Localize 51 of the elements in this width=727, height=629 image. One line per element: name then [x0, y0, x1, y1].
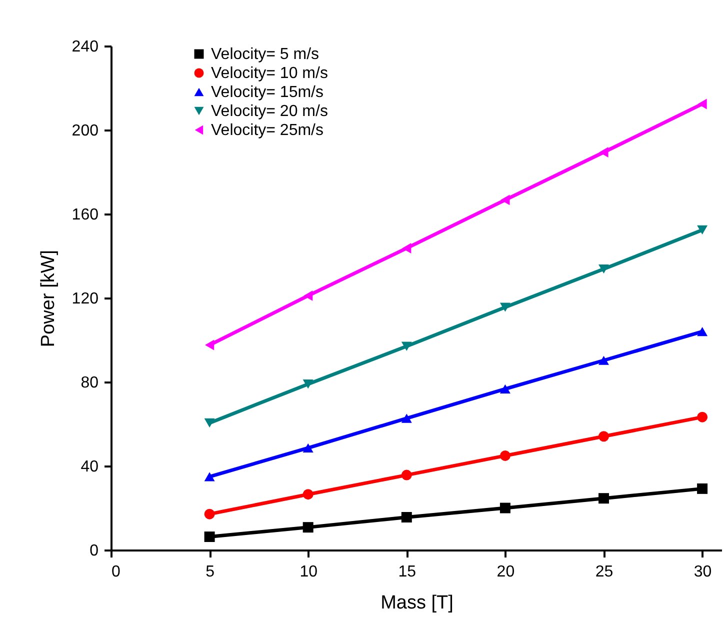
point: [204, 472, 215, 482]
y-tick-label: 0: [90, 542, 99, 560]
point: [401, 414, 412, 423]
legend-label: Velocity= 15m/s: [211, 84, 324, 101]
x-tick-label: 5: [206, 564, 215, 580]
legend-label: Velocity= 20 m/s: [211, 103, 328, 120]
x-axis-title: Mass [T]: [380, 592, 454, 614]
y-tick-label: 200: [72, 122, 99, 140]
point: [500, 302, 510, 312]
point: [598, 431, 609, 442]
point: [500, 502, 510, 514]
legend-label: Velocity= 25m/s: [211, 122, 324, 139]
point: [500, 194, 510, 206]
x-tick-label: 10: [300, 564, 318, 580]
point: [302, 522, 314, 533]
x-tick-label: 20: [496, 564, 515, 580]
point: [698, 98, 707, 110]
y-tick-label: 240: [72, 38, 99, 56]
point: [500, 450, 510, 461]
y-tick-label: 80: [80, 374, 99, 392]
point: [697, 225, 708, 234]
y-tick-label: 160: [72, 206, 99, 224]
x-tick-label: 0: [112, 564, 120, 580]
point: [697, 483, 708, 494]
point: [204, 418, 215, 428]
point: [205, 340, 214, 350]
point: [598, 264, 609, 274]
point: [598, 493, 609, 504]
legend-label: Velocity= 5 m/s: [211, 46, 320, 63]
point: [204, 508, 215, 520]
point: [402, 242, 412, 254]
point: [302, 443, 314, 452]
x-tick-label: 30: [694, 564, 712, 580]
point: [302, 380, 314, 389]
point: [697, 327, 708, 336]
point: [599, 147, 608, 158]
point: [697, 412, 708, 422]
point: [401, 342, 412, 351]
y-tick-label: 120: [72, 290, 99, 308]
point: [204, 532, 215, 542]
point: [401, 512, 412, 522]
point: [500, 384, 510, 394]
x-tick-label: 25: [595, 564, 614, 580]
point: [401, 470, 412, 480]
legend-label: Velocity= 10 m/s: [211, 65, 328, 82]
y-tick-label: 40: [80, 458, 99, 476]
point: [598, 356, 609, 365]
y-axis-title: Power [kW]: [38, 250, 59, 348]
x-tick-label: 15: [398, 564, 416, 580]
point: [304, 290, 313, 301]
point: [302, 489, 314, 500]
